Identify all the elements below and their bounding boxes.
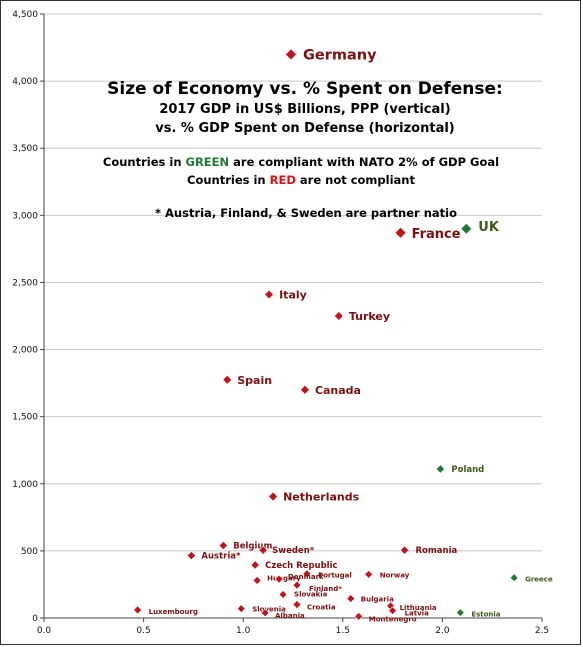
y-tick-label: 1,500 bbox=[12, 413, 38, 423]
point-greece bbox=[509, 573, 519, 583]
y-tick-label: 4,000 bbox=[12, 77, 38, 87]
chart-subtitle-line-1: 2017 GDP in US$ Billions, PPP (vertical) bbox=[159, 102, 450, 117]
point-portugal bbox=[302, 569, 312, 579]
y-tick-label: 0 bbox=[32, 614, 38, 624]
y-tick-label: 500 bbox=[21, 547, 38, 557]
point-canada bbox=[300, 384, 310, 395]
point-france bbox=[394, 226, 407, 239]
point-poland bbox=[435, 464, 446, 474]
point-croatia bbox=[292, 600, 302, 610]
point-netherlands bbox=[268, 491, 279, 502]
chart-title-block: Size of Economy vs. % Spent on Defense: … bbox=[103, 79, 503, 220]
point-estonia bbox=[455, 608, 465, 618]
point-luxembourg bbox=[133, 605, 143, 615]
point-label-belgium: Belgium bbox=[233, 542, 272, 552]
point-label-bulgaria: Bulgaria bbox=[361, 596, 394, 604]
y-tick-label: 4,500 bbox=[12, 10, 38, 20]
point-label-denmark: Denmark bbox=[288, 573, 324, 581]
point-belgium bbox=[218, 540, 228, 551]
point-label-latvia: Latvia bbox=[405, 610, 429, 618]
point-hungary bbox=[252, 575, 262, 585]
x-tick-label: 0.5 bbox=[136, 626, 150, 636]
point-bulgaria bbox=[346, 594, 356, 603]
point-label-albania: Albania bbox=[275, 612, 305, 620]
point-spain bbox=[222, 374, 233, 385]
point-label-sweden: Sweden* bbox=[272, 546, 315, 556]
y-tick-label: 3,000 bbox=[12, 211, 38, 221]
y-tick-label: 2,500 bbox=[12, 278, 38, 288]
x-tick-label: 0.0 bbox=[37, 626, 52, 636]
point-label-czech-republic: Czech Republic bbox=[265, 561, 337, 571]
point-label-norway: Norway bbox=[380, 571, 410, 579]
chart-subtitle-line-2: vs. % GDP Spent on Defense (horizontal) bbox=[155, 121, 454, 136]
point-germany bbox=[285, 48, 297, 61]
y-tick-label: 3,500 bbox=[12, 144, 38, 154]
point-sweden bbox=[258, 545, 268, 555]
point-label-germany: Germany bbox=[303, 47, 377, 63]
point-label-portugal: Portugal bbox=[318, 572, 352, 580]
point-label-uk: UK bbox=[478, 220, 500, 235]
point-label-poland: Poland bbox=[451, 465, 484, 475]
point-italy bbox=[264, 289, 275, 300]
point-label-austria: Austria* bbox=[201, 552, 241, 562]
point-label-montenegro: Montenegro bbox=[369, 615, 417, 623]
point-norway bbox=[364, 569, 374, 579]
note-green-word: GREEN bbox=[186, 155, 230, 169]
point-latvia bbox=[388, 606, 398, 616]
point-label-france: France bbox=[412, 227, 461, 242]
point-turkey bbox=[333, 311, 344, 321]
point-label-slovakia: Slovakia bbox=[294, 591, 328, 599]
point-label-greece: Greece bbox=[525, 576, 553, 584]
point-label-italy: Italy bbox=[279, 289, 307, 302]
note-red-word: RED bbox=[270, 173, 296, 187]
y-tick-label: 1,000 bbox=[12, 480, 38, 490]
point-label-hungary: Hungary bbox=[267, 574, 301, 582]
point-austria bbox=[186, 550, 197, 561]
point-label-spain: Spain bbox=[237, 374, 272, 387]
point-label-canada: Canada bbox=[315, 384, 361, 397]
point-czech-republic bbox=[250, 560, 260, 570]
point-finland bbox=[292, 580, 302, 590]
gridlines bbox=[44, 13, 542, 552]
x-tick-label: 2.0 bbox=[435, 626, 450, 636]
note-red-noncompliant: Countries in RED are not compliant bbox=[187, 173, 415, 187]
point-romania bbox=[399, 545, 410, 555]
note-green-prefix: Countries in bbox=[103, 155, 186, 169]
point-label-finland: Finland* bbox=[309, 585, 342, 593]
x-tick-label: 1.5 bbox=[336, 626, 350, 636]
point-slovenia bbox=[236, 604, 246, 614]
point-label-netherlands: Netherlands bbox=[283, 491, 360, 504]
note-green-suffix: are compliant with NATO 2% of GDP Goal bbox=[229, 155, 499, 169]
point-label-turkey: Turkey bbox=[349, 310, 390, 323]
y-tick-label: 2,000 bbox=[12, 346, 38, 356]
point-label-croatia: Croatia bbox=[307, 604, 336, 612]
point-montenegro bbox=[354, 611, 364, 621]
note-partner-nations: * Austria, Finland, & Sweden are partner… bbox=[155, 206, 457, 220]
point-label-estonia: Estonia bbox=[471, 611, 500, 619]
chart-title: Size of Economy vs. % Spent on Defense: bbox=[107, 79, 503, 99]
point-denmark bbox=[274, 574, 284, 584]
point-label-romania: Romania bbox=[416, 546, 458, 556]
data-points: Germany France UK Italy Turkey Spain Canada Pol… bbox=[133, 47, 553, 623]
note-green-compliant: Countries in GREEN are compliant with NA… bbox=[103, 155, 499, 169]
point-uk bbox=[460, 222, 473, 235]
axes: 0 500 1,000 1,500 2,000 2,500 3,000 3,500 4,000 4… bbox=[12, 10, 549, 636]
x-tick-label: 1.0 bbox=[236, 626, 251, 636]
point-label-luxembourg: Luxembourg bbox=[149, 608, 198, 616]
point-label-lithuania: Lithuania bbox=[400, 604, 437, 612]
note-red-prefix: Countries in bbox=[187, 173, 270, 187]
x-tick-label: 2.5 bbox=[535, 626, 549, 636]
note-red-suffix: are not compliant bbox=[296, 173, 416, 187]
point-albania bbox=[260, 608, 270, 618]
point-slovakia bbox=[278, 590, 288, 599]
point-label-slovenia: Slovenia bbox=[252, 606, 286, 614]
